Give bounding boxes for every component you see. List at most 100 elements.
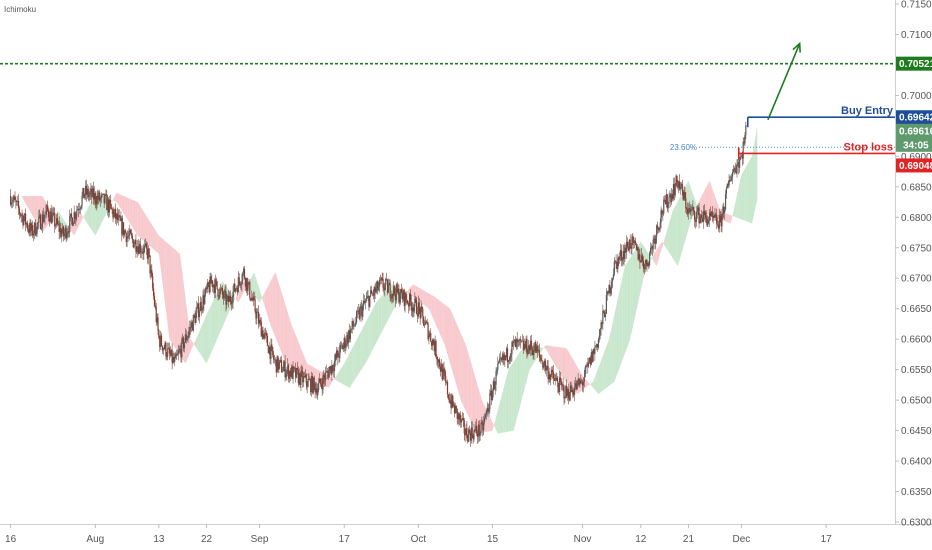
candle-body bbox=[563, 386, 565, 399]
candle-body bbox=[74, 212, 76, 219]
candle-body bbox=[416, 313, 419, 317]
candle-body bbox=[332, 365, 334, 370]
cloud-segment bbox=[733, 199, 737, 218]
candle-body bbox=[479, 432, 481, 436]
candle-body bbox=[66, 233, 68, 239]
candle-body bbox=[331, 365, 333, 375]
cloud-segment bbox=[127, 197, 130, 224]
cloud-segment bbox=[296, 337, 300, 372]
candle-body bbox=[171, 349, 173, 363]
candle-body bbox=[551, 369, 553, 376]
candle-body bbox=[489, 393, 491, 410]
candle-body bbox=[716, 214, 718, 224]
candle-body bbox=[743, 141, 745, 144]
candle-body bbox=[172, 357, 174, 363]
candle-body bbox=[225, 290, 227, 305]
cloud-segment bbox=[349, 348, 353, 388]
candle-body bbox=[421, 306, 423, 309]
candle-body bbox=[474, 429, 476, 431]
candle-body bbox=[326, 370, 329, 373]
candle-body bbox=[283, 361, 285, 368]
candle-body bbox=[284, 361, 286, 378]
candle-body bbox=[308, 378, 310, 380]
cloud-segment bbox=[254, 272, 257, 300]
candle-body bbox=[649, 253, 651, 266]
candle-body bbox=[134, 240, 136, 245]
candle-body bbox=[681, 183, 683, 192]
cloud-segment bbox=[166, 242, 170, 340]
candle-body bbox=[210, 276, 212, 284]
candle-body bbox=[426, 322, 428, 324]
candle-body bbox=[714, 214, 716, 218]
candle-body bbox=[110, 204, 112, 209]
candle-body bbox=[32, 233, 35, 236]
candle-body bbox=[17, 200, 19, 202]
candle-body bbox=[379, 279, 382, 281]
candle-body bbox=[108, 199, 111, 213]
candle-body bbox=[639, 254, 641, 263]
time-axis[interactable]: 16 Aug 13 22 Sep 17 Oct 15 Nov 12 21 Dec 17 bbox=[5, 524, 832, 545]
candle-body bbox=[438, 359, 440, 363]
candle-body bbox=[548, 374, 550, 380]
candle-body bbox=[60, 227, 62, 237]
candle-body bbox=[725, 188, 728, 195]
candle-body bbox=[726, 183, 728, 189]
candle-body bbox=[68, 231, 70, 233]
cloud-segment bbox=[233, 295, 236, 304]
candle-body bbox=[253, 296, 255, 300]
candle-body bbox=[607, 291, 609, 294]
candle-body bbox=[112, 209, 114, 218]
candle-body bbox=[190, 322, 193, 328]
cloud-segment bbox=[497, 400, 501, 434]
cloud-segment bbox=[214, 292, 218, 346]
candle-body bbox=[69, 216, 71, 233]
cloud-segment bbox=[667, 220, 670, 254]
candle-body bbox=[601, 322, 603, 325]
candle-body bbox=[49, 211, 51, 222]
date-tick-label: Oct bbox=[411, 534, 427, 545]
target-price-label-bg bbox=[896, 56, 932, 71]
cloud-segment bbox=[601, 353, 604, 392]
candle-body bbox=[347, 335, 349, 343]
candle-body bbox=[668, 196, 670, 204]
cloud-segment bbox=[754, 125, 758, 212]
cloud-segment bbox=[283, 298, 286, 364]
candle-body bbox=[94, 193, 96, 203]
cloud-segment bbox=[471, 363, 474, 429]
candle-body bbox=[448, 397, 450, 403]
candle-body bbox=[492, 381, 494, 391]
date-tick-label: 21 bbox=[683, 534, 695, 545]
candle-body bbox=[65, 227, 67, 239]
candle-body bbox=[318, 378, 321, 383]
candle-body bbox=[175, 353, 178, 356]
candle-body bbox=[135, 240, 137, 252]
cloud-segment bbox=[240, 281, 244, 298]
candle-body bbox=[691, 209, 693, 210]
candle-body bbox=[491, 390, 494, 400]
candle-body bbox=[661, 210, 663, 214]
candle-body bbox=[151, 269, 153, 277]
candle-body bbox=[21, 214, 23, 216]
cloud-segment bbox=[357, 333, 361, 376]
candle-body bbox=[163, 348, 165, 349]
candle-body bbox=[381, 277, 383, 279]
candle-body bbox=[566, 385, 568, 397]
candle-body bbox=[59, 227, 61, 233]
candle-body bbox=[208, 285, 210, 293]
candle-body bbox=[109, 199, 111, 205]
candle-body bbox=[330, 366, 332, 375]
candle-body bbox=[37, 222, 39, 224]
candle-body bbox=[104, 194, 106, 204]
candle-body bbox=[634, 241, 636, 243]
candle-body bbox=[562, 384, 564, 387]
cloud-segment bbox=[492, 420, 496, 431]
cloud-segment bbox=[669, 211, 673, 258]
candle-body bbox=[303, 375, 306, 377]
cloud-segment bbox=[587, 381, 591, 386]
candle-body bbox=[107, 199, 110, 213]
candle-body bbox=[63, 233, 66, 237]
price-axis[interactable]: 0.715000.710000.705000.700000.695000.690… bbox=[895, 0, 932, 529]
candle-body bbox=[592, 349, 594, 362]
candle-body bbox=[557, 381, 559, 388]
